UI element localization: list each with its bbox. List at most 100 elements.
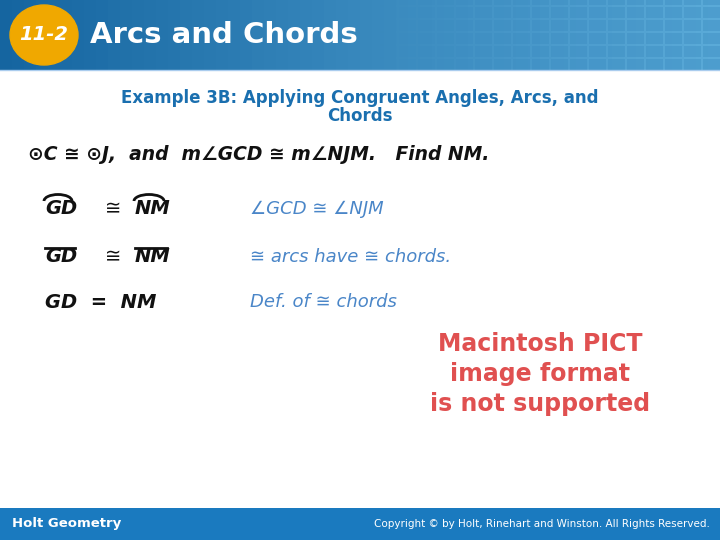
Bar xyxy=(551,20,568,31)
Text: Chords: Chords xyxy=(328,107,392,125)
Bar xyxy=(437,59,454,70)
Bar xyxy=(475,7,492,18)
Bar xyxy=(240,0,253,70)
Bar xyxy=(399,46,416,57)
Bar xyxy=(636,0,649,70)
Bar xyxy=(24,0,37,70)
Bar xyxy=(708,0,720,70)
Bar xyxy=(684,46,701,57)
Bar xyxy=(532,33,549,44)
Bar xyxy=(418,59,435,70)
Bar xyxy=(324,0,337,70)
Bar xyxy=(418,7,435,18)
Bar xyxy=(665,20,682,31)
Text: Arcs and Chords: Arcs and Chords xyxy=(90,21,358,49)
Bar xyxy=(660,0,673,70)
Bar xyxy=(608,59,625,70)
Bar xyxy=(665,46,682,57)
Bar xyxy=(665,33,682,44)
Bar xyxy=(516,0,529,70)
Bar xyxy=(399,20,416,31)
Bar xyxy=(703,46,720,57)
Text: GD: GD xyxy=(45,199,77,219)
Text: ≅: ≅ xyxy=(105,247,122,267)
Bar xyxy=(684,59,701,70)
Bar xyxy=(456,7,473,18)
Text: ≅ arcs have ≅ chords.: ≅ arcs have ≅ chords. xyxy=(250,248,451,266)
Bar xyxy=(475,59,492,70)
Bar xyxy=(475,33,492,44)
Bar xyxy=(646,7,663,18)
Bar xyxy=(589,7,606,18)
Bar xyxy=(570,33,587,44)
Bar xyxy=(551,7,568,18)
Bar xyxy=(437,7,454,18)
Bar xyxy=(570,20,587,31)
Text: Macintosh PICT: Macintosh PICT xyxy=(438,332,642,356)
Bar xyxy=(456,59,473,70)
Bar xyxy=(399,0,416,5)
Bar xyxy=(627,46,644,57)
Bar xyxy=(475,0,492,5)
Bar xyxy=(494,20,511,31)
Bar xyxy=(703,0,720,5)
Text: ≅: ≅ xyxy=(105,199,122,219)
Bar xyxy=(646,59,663,70)
Bar xyxy=(513,46,530,57)
Bar xyxy=(528,0,541,70)
Bar xyxy=(684,20,701,31)
Bar xyxy=(627,7,644,18)
Bar xyxy=(456,0,469,70)
Bar xyxy=(665,59,682,70)
Bar xyxy=(252,0,265,70)
Bar xyxy=(216,0,229,70)
Bar xyxy=(384,0,397,70)
Bar xyxy=(570,7,587,18)
Bar xyxy=(108,0,121,70)
Bar xyxy=(627,59,644,70)
Text: Example 3B: Applying Congruent Angles, Arcs, and: Example 3B: Applying Congruent Angles, A… xyxy=(121,89,599,107)
Bar xyxy=(551,33,568,44)
Bar xyxy=(532,20,549,31)
Bar xyxy=(684,0,701,5)
Bar xyxy=(494,46,511,57)
Bar xyxy=(612,0,625,70)
Bar xyxy=(703,20,720,31)
Bar xyxy=(180,0,193,70)
Bar xyxy=(492,0,505,70)
Bar xyxy=(551,0,568,5)
Bar xyxy=(684,7,701,18)
Bar xyxy=(494,0,511,5)
Bar xyxy=(300,0,313,70)
Bar xyxy=(399,7,416,18)
Bar xyxy=(589,46,606,57)
Bar xyxy=(665,7,682,18)
Bar xyxy=(437,46,454,57)
Bar xyxy=(564,0,577,70)
Bar xyxy=(276,0,289,70)
Bar xyxy=(576,0,589,70)
Bar xyxy=(608,0,625,5)
Bar xyxy=(627,0,644,5)
Bar xyxy=(646,0,663,5)
Bar xyxy=(570,59,587,70)
Bar xyxy=(12,0,25,70)
Bar xyxy=(418,20,435,31)
Text: Holt Geometry: Holt Geometry xyxy=(12,517,121,530)
Bar xyxy=(551,59,568,70)
Bar xyxy=(432,0,445,70)
Bar xyxy=(570,0,587,5)
Bar xyxy=(418,46,435,57)
Bar xyxy=(646,33,663,44)
Bar xyxy=(532,7,549,18)
Bar xyxy=(684,33,701,44)
Text: Def. of ≅ chords: Def. of ≅ chords xyxy=(250,293,397,311)
Text: GD: GD xyxy=(45,247,77,267)
Bar xyxy=(627,33,644,44)
Bar xyxy=(348,0,361,70)
Bar xyxy=(570,46,587,57)
Bar xyxy=(396,0,409,70)
Bar xyxy=(399,59,416,70)
Bar xyxy=(456,0,473,5)
Bar xyxy=(380,20,397,31)
